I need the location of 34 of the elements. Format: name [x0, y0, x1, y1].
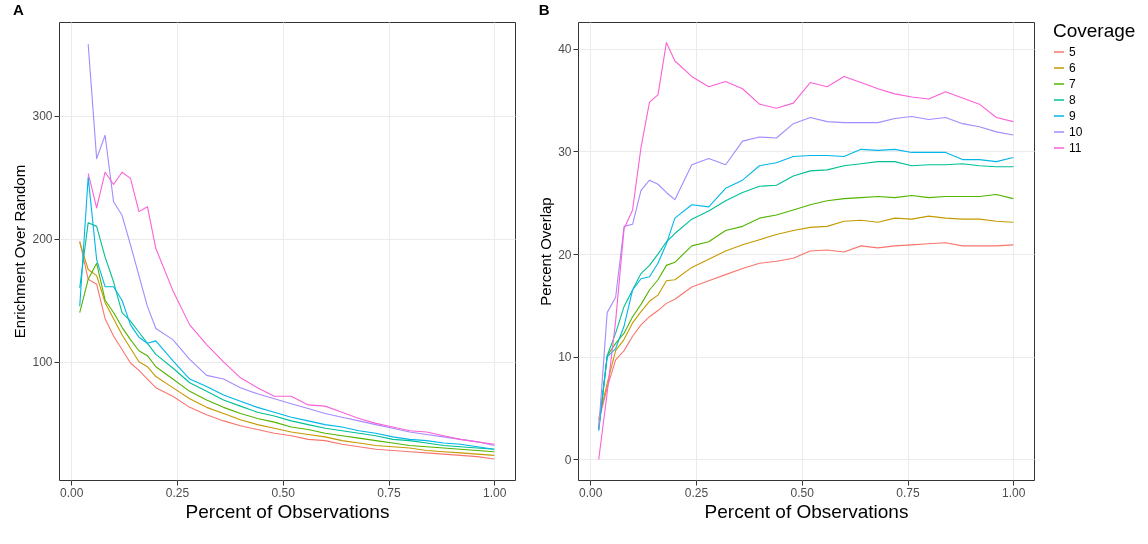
- line-series: [87, 43, 495, 447]
- y-tick-label: 100: [32, 355, 53, 370]
- legend-label: 9: [1069, 109, 1076, 123]
- x-tick-label: 0.50: [790, 485, 815, 500]
- x-tick-label: 0.75: [896, 485, 921, 500]
- x-tick-label: 0.50: [271, 485, 296, 500]
- x-tick-label: 1.00: [1002, 485, 1026, 500]
- x-tick-label: 0.25: [684, 485, 709, 500]
- x-tick-label: 1.00: [483, 485, 507, 500]
- legend-title: Coverage: [1053, 20, 1136, 41]
- x-tick-label: 0.75: [377, 485, 402, 500]
- legend-label: 11: [1069, 141, 1082, 155]
- y-tick-label: 40: [558, 42, 572, 57]
- legend-label: 10: [1069, 125, 1083, 139]
- y-tick-label: 200: [32, 232, 53, 247]
- legend-label: 5: [1069, 45, 1076, 59]
- legend-label: 8: [1069, 93, 1076, 107]
- y-tick-label: 10: [558, 350, 572, 365]
- y-axis-title: Percent Overlap: [537, 197, 555, 306]
- y-tick-label: 20: [558, 247, 572, 262]
- chart-title: B: [538, 1, 550, 18]
- chart-title: A: [12, 1, 24, 18]
- x-axis-title: Percent of Observations: [185, 500, 390, 522]
- line-series: [598, 41, 1014, 461]
- y-tick-label: 300: [32, 109, 53, 124]
- y-axis-title: Enrichment Over Random: [11, 164, 29, 339]
- legend-label: 6: [1069, 61, 1076, 75]
- y-tick-label: 30: [558, 144, 572, 159]
- x-tick-label: 0.00: [60, 485, 84, 500]
- y-tick-label: 0: [564, 452, 572, 467]
- legend-label: 7: [1069, 77, 1076, 91]
- x-tick-label: 0.25: [165, 485, 190, 500]
- x-tick-label: 0.00: [579, 485, 603, 500]
- x-axis-title: Percent of Observations: [704, 500, 909, 522]
